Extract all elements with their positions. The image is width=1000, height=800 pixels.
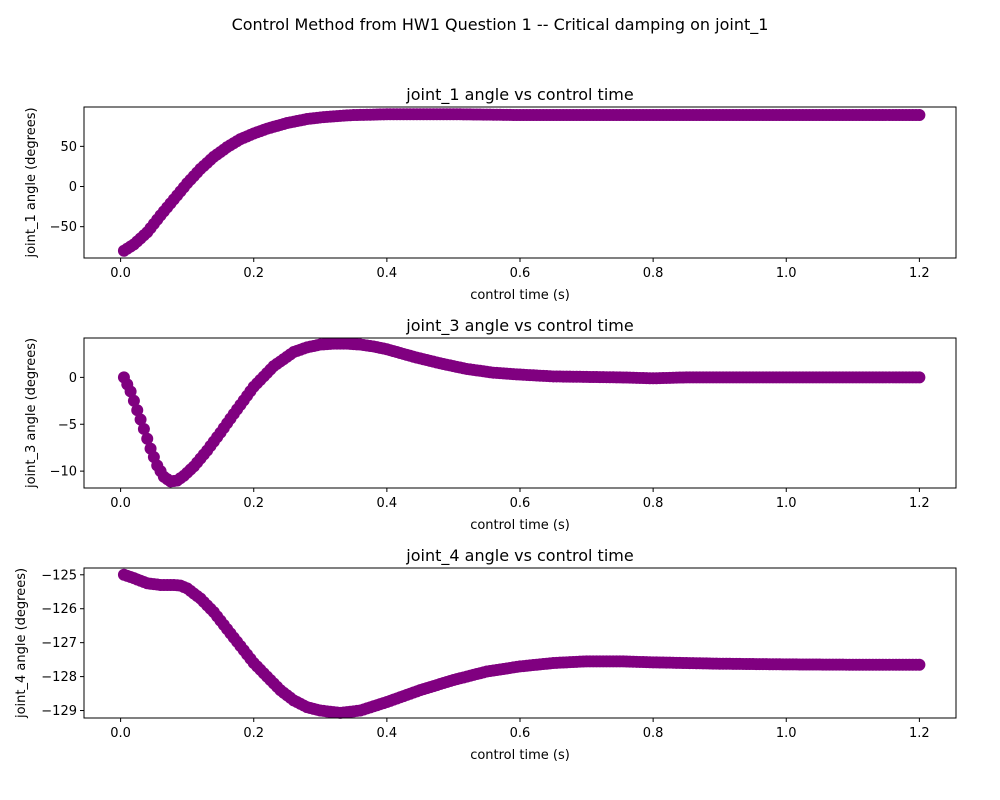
x-axis-label: control time (s) — [470, 748, 570, 763]
axes-frame — [83, 567, 957, 719]
data-point — [134, 413, 147, 426]
data-markers — [117, 337, 926, 488]
y-tick-label: 0 — [69, 371, 77, 386]
y-tick-label: −5 — [58, 418, 77, 433]
x-tick-label: 0.2 — [243, 266, 264, 281]
panels: joint_1 angle vs control time 0.0 0.2 0.4 0.… — [14, 85, 957, 763]
data-point — [913, 109, 926, 122]
y-tick-label: 50 — [60, 140, 77, 155]
y-tick-label: −126 — [41, 602, 77, 617]
x-tick-label: 0.8 — [643, 266, 664, 281]
data-markers — [117, 108, 926, 257]
y-axis-label: joint_3 angle (degrees) — [24, 338, 39, 489]
x-tick-label: 0.8 — [643, 726, 664, 741]
x-tick-label: 0.0 — [110, 266, 131, 281]
x-tick-label: 0.0 — [110, 496, 131, 511]
x-tick-label: 1.0 — [776, 266, 797, 281]
y-tick-label: 0 — [69, 180, 77, 195]
x-tick-label: 0.6 — [510, 266, 531, 281]
x-tick-label: 0.4 — [377, 496, 398, 511]
x-tick-label: 1.2 — [909, 266, 930, 281]
subplot-2: joint_3 angle vs control time 0.0 0.2 0.4 0.… — [24, 316, 957, 533]
x-tick-label: 1.2 — [909, 496, 930, 511]
y-tick-label: −50 — [50, 220, 77, 235]
figure-suptitle: Control Method from HW1 Question 1 -- Cr… — [232, 15, 769, 35]
data-point — [124, 385, 137, 398]
x-tick-label: 0.6 — [510, 726, 531, 741]
y-tick-label: −128 — [41, 670, 77, 685]
x-tick-label: 0.4 — [377, 726, 398, 741]
x-tick-label: 1.2 — [909, 726, 930, 741]
subplot-3: joint_4 angle vs control time 0.0 0.2 0.4 0.… — [14, 546, 957, 763]
plot-title: joint_1 angle vs control time — [405, 85, 633, 105]
data-point — [127, 394, 140, 407]
data-point — [137, 422, 150, 435]
data-point — [141, 432, 154, 445]
x-axis-label: control time (s) — [470, 288, 570, 303]
x-tick-label: 1.0 — [776, 496, 797, 511]
x-tick-label: 0.4 — [377, 266, 398, 281]
subplot-1: joint_1 angle vs control time 0.0 0.2 0.4 0.… — [24, 85, 957, 303]
y-axis-label: joint_4 angle (degrees) — [14, 568, 29, 719]
x-tick-label: 0.6 — [510, 496, 531, 511]
x-tick-label: 1.0 — [776, 726, 797, 741]
data-point — [913, 371, 926, 384]
y-tick-label: −129 — [41, 704, 77, 719]
x-tick-label: 0.2 — [243, 496, 264, 511]
axes-frame — [83, 106, 957, 259]
y-tick-label: −127 — [41, 636, 77, 651]
plot-title: joint_3 angle vs control time — [405, 316, 633, 336]
data-point — [913, 658, 926, 671]
plot-title: joint_4 angle vs control time — [405, 546, 633, 566]
axes-frame — [83, 337, 957, 489]
x-tick-label: 0.2 — [243, 726, 264, 741]
y-axis-label: joint_1 angle (degrees) — [24, 107, 39, 258]
y-tick-label: −125 — [41, 568, 77, 583]
x-tick-label: 0.8 — [643, 496, 664, 511]
x-axis-label: control time (s) — [470, 518, 570, 533]
x-tick-label: 0.0 — [110, 726, 131, 741]
data-markers — [117, 568, 926, 719]
y-tick-label: −10 — [50, 465, 77, 480]
data-point — [131, 404, 144, 417]
